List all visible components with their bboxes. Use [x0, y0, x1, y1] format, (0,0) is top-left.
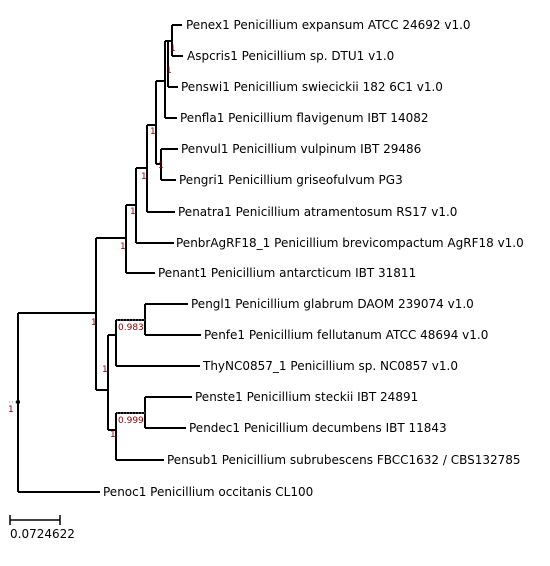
support-values: 1 1 1 1 1 1 1 1 0.983 1 0.999 1 1 [8, 44, 176, 440]
leaf-labels: Penex1 Penicillium expansum ATCC 24692 v… [103, 18, 524, 499]
leaf-penfe1: Penfe1 Penicillium fellutanum ATCC 48694… [204, 328, 488, 342]
leaf-penswi1: Penswi1 Penicillium swiecickii 182 6C1 v… [181, 80, 443, 94]
leaf-pengl1: Pengl1 Penicillium glabrum DAOM 239074 v… [191, 297, 474, 311]
support-lower-big: 1 [91, 318, 97, 328]
support-brevicompactum: 1 [120, 242, 126, 252]
support-expansum-sp: 1 [170, 44, 176, 54]
leaf-pengri1: Pengri1 Penicillium griseofulvum PG3 [179, 173, 403, 187]
tree-branches [17, 24, 201, 493]
support-steckii-group: 1 [110, 430, 116, 440]
leaf-penoc1: Penoc1 Penicillium occitanis CL100 [103, 485, 313, 499]
support-vulpinum-griseo: 1 [158, 161, 164, 171]
support-atramentosum: 1 [130, 207, 136, 217]
leaf-penex1: Penex1 Penicillium expansum ATCC 24692 v… [186, 18, 471, 32]
support-dotted-lines [9, 319, 145, 414]
support-penswi: 1 [166, 66, 172, 76]
support-upper-clade: 1 [141, 172, 147, 182]
leaf-penant1: Penant1 Penicillium antarcticum IBT 3181… [158, 266, 416, 280]
support-root: 1 [8, 405, 14, 415]
support-steckii-decumbens: 0.999 [118, 416, 144, 426]
support-glabrum-fellutanum: 0.983 [118, 323, 144, 333]
leaf-penbr: PenbrAgRF18_1 Penicillium brevicompactum… [176, 236, 524, 250]
leaf-pendec1: Pendec1 Penicillium decumbens IBT 11843 [189, 421, 447, 435]
leaf-pensub1: Pensub1 Penicillium subrubescens FBCC163… [167, 453, 521, 467]
leaf-penatra1: Penatra1 Penicillium atramentosum RS17 v… [178, 205, 457, 219]
leaf-penfla1: Penfla1 Penicillium flavigenum IBT 14082 [180, 111, 428, 125]
support-glabrum-group: 1 [102, 365, 108, 375]
scale-bar-label: 0.0724622 [10, 527, 75, 541]
root-node-marker [16, 400, 20, 404]
leaf-aspcris1: Aspcris1 Penicillium sp. DTU1 v1.0 [187, 49, 394, 63]
leaf-thync: ThyNC0857_1 Penicillium sp. NC0857 v1.0 [202, 359, 458, 373]
scale-bar: 0.0724622 [9, 515, 75, 541]
support-flavigenum-group: 1 [150, 127, 156, 137]
leaf-penvul1: Penvul1 Penicillium vulpinum IBT 29486 [181, 142, 421, 156]
leaf-penste1: Penste1 Penicillium steckii IBT 24891 [195, 390, 418, 404]
